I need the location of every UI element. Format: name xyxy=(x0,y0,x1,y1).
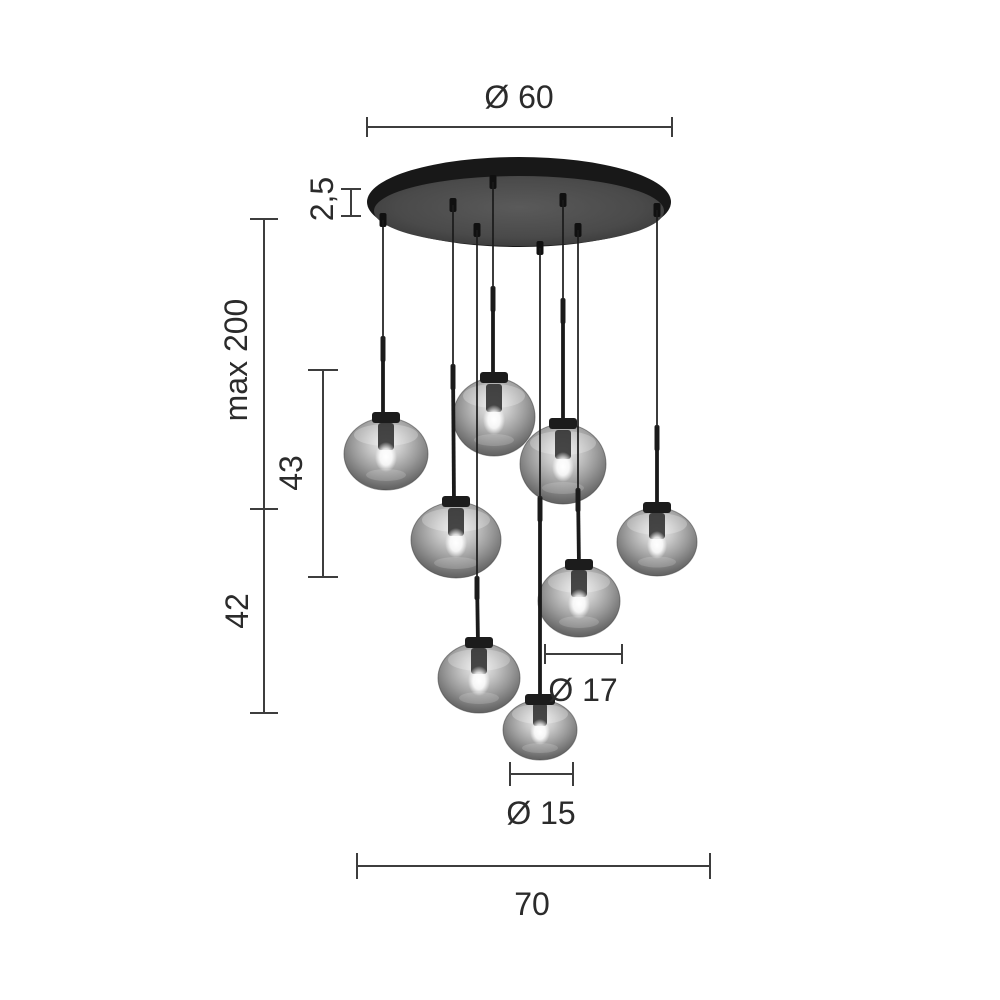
dim-max-drop: max 200 42 xyxy=(218,218,278,714)
glass-globe xyxy=(616,507,698,577)
canopy-underside xyxy=(374,176,664,246)
dim-label-globe-large: Ø 17 xyxy=(548,672,617,708)
dim-label-fixture-width: 70 xyxy=(514,886,550,922)
glass-globe xyxy=(437,642,521,714)
globe-cap xyxy=(465,637,493,648)
pendant-cord xyxy=(380,220,386,420)
dim-label-globe-small: Ø 15 xyxy=(506,795,575,831)
dim-canopy-thickness: 2,5 xyxy=(304,177,361,221)
dim-canopy-diameter: Ø 60 xyxy=(366,79,673,137)
dim-label-max-drop: max 200 xyxy=(218,299,254,422)
glass-globe xyxy=(519,423,607,505)
glass-globe xyxy=(537,564,621,638)
dim-label-canopy-thickness: 2,5 xyxy=(304,177,340,221)
globe-caps xyxy=(372,372,671,705)
glass-globe xyxy=(410,501,502,579)
pendant-cord xyxy=(575,230,581,568)
globe-cap xyxy=(480,372,508,383)
dim-fixture-width: 70 xyxy=(356,853,711,922)
dim-label-lower-drop: 42 xyxy=(219,593,255,629)
pendant-cord xyxy=(537,248,543,702)
glass-globe xyxy=(452,377,536,457)
dim-label-upper-drop: 43 xyxy=(273,455,309,491)
dim-upper-drop: 43 xyxy=(273,369,338,578)
dim-globe-large: Ø 17 xyxy=(544,644,623,708)
pendant-cord xyxy=(560,200,566,426)
pendant-cord xyxy=(450,205,456,505)
glass-globe xyxy=(502,699,578,761)
globe-cap xyxy=(643,502,671,513)
globe-cap xyxy=(372,412,400,423)
globe-cap xyxy=(442,496,470,507)
suspension-cords xyxy=(380,182,660,702)
pendant-cord xyxy=(490,182,496,380)
globe-cap xyxy=(565,559,593,570)
glass-globe xyxy=(343,417,429,491)
globe-cap xyxy=(525,694,555,705)
dim-globe-small: Ø 15 xyxy=(506,762,576,831)
ceiling-canopy xyxy=(367,157,671,247)
dim-label-canopy-diameter: Ø 60 xyxy=(484,79,553,115)
globe-cap xyxy=(549,418,577,429)
pendant-cord xyxy=(474,230,480,646)
pendant-cord xyxy=(654,210,660,510)
